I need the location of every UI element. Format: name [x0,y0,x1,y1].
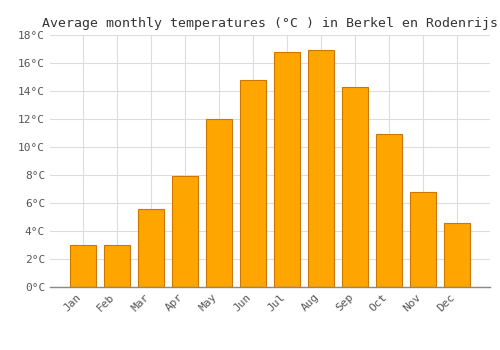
Bar [240,80,266,287]
Bar [376,134,402,287]
Title: Average monthly temperatures (°C ) in Berkel en Rodenrijs: Average monthly temperatures (°C ) in Be… [42,17,498,30]
Bar [308,50,334,287]
Bar [172,176,198,287]
Bar [138,209,164,287]
Bar [206,119,232,287]
Bar [70,245,96,287]
Bar [274,52,300,287]
Bar [410,192,436,287]
Bar [342,87,368,287]
Bar [104,245,130,287]
Bar [444,223,470,287]
